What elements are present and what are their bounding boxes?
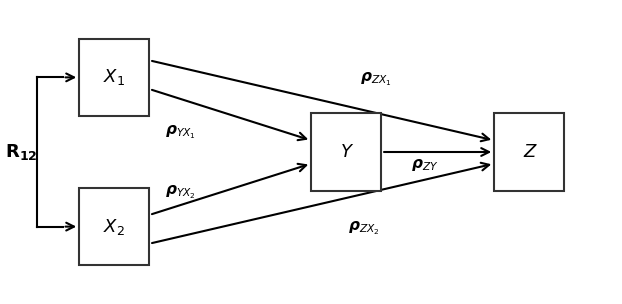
Text: X$_1$: X$_1$: [103, 67, 125, 87]
Text: $\boldsymbol{\rho}_{YX_2}$: $\boldsymbol{\rho}_{YX_2}$: [165, 184, 195, 201]
Text: $\boldsymbol{\rho}_{ZY}$: $\boldsymbol{\rho}_{ZY}$: [411, 157, 438, 173]
Text: $\boldsymbol{\rho}_{ZX_2}$: $\boldsymbol{\rho}_{ZX_2}$: [348, 219, 379, 237]
Bar: [494, 113, 564, 191]
Text: Y: Y: [341, 143, 351, 161]
Bar: [79, 39, 149, 116]
Text: Z: Z: [523, 143, 536, 161]
Text: X$_2$: X$_2$: [103, 217, 125, 237]
Text: $\boldsymbol{\rho}_{YX_1}$: $\boldsymbol{\rho}_{YX_1}$: [165, 124, 195, 141]
Bar: [311, 113, 381, 191]
Text: $\mathbf{R_{12}}$: $\mathbf{R_{12}}$: [6, 142, 38, 162]
Text: $\boldsymbol{\rho}_{ZX_1}$: $\boldsymbol{\rho}_{ZX_1}$: [360, 70, 392, 88]
Bar: [79, 188, 149, 265]
